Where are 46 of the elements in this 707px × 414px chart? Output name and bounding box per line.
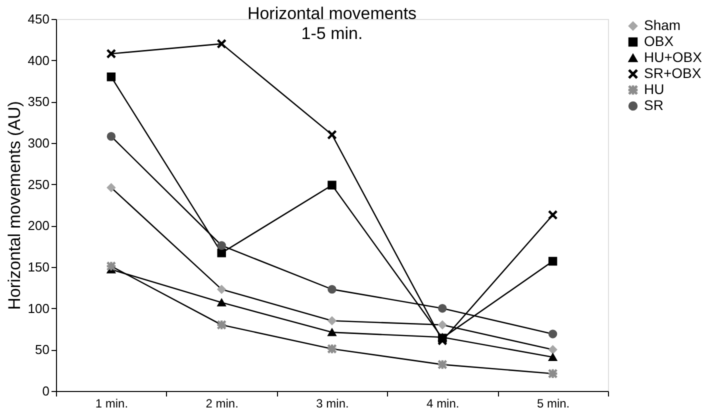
point [328, 180, 336, 190]
y-tick-label: 300 [28, 136, 50, 150]
legend-label: HU [644, 81, 664, 97]
point [328, 328, 336, 336]
x-tick-label: 2 min. [206, 396, 238, 410]
point [328, 316, 336, 326]
point [217, 241, 226, 250]
point [548, 345, 558, 354]
point [217, 39, 226, 48]
point [548, 353, 558, 361]
point [328, 284, 336, 294]
x-tick-label: 3 min. [316, 396, 349, 410]
point [548, 256, 558, 266]
point [106, 49, 116, 58]
y-tick-label: 200 [28, 218, 50, 234]
x-tick-label: 4 min. [426, 396, 460, 410]
legend-label: SR+OBX [644, 65, 702, 81]
chart-title: Horizontal movements [247, 4, 417, 23]
x-tick-label: 5 min. [536, 396, 570, 410]
point [548, 210, 558, 220]
y-tick-label: 150 [28, 260, 50, 274]
y-axis-title: Horizontal movements (AU) [4, 101, 24, 310]
point [328, 130, 336, 140]
point [217, 248, 226, 258]
point [106, 183, 116, 192]
point [438, 336, 447, 345]
x-tick-label: 1 min. [95, 396, 128, 410]
legend-label: OBX [644, 33, 674, 49]
point [438, 320, 447, 330]
legend-label: HU+OBX [644, 49, 703, 65]
point [217, 284, 226, 294]
point [217, 298, 226, 306]
y-tick-label: 250 [28, 176, 50, 192]
y-tick-label: 50 [35, 342, 50, 358]
y-tick-label: 450 [28, 12, 50, 26]
y-tick-label: 100 [28, 300, 50, 316]
legend-label: SR [644, 97, 664, 113]
y-tick-label: 350 [28, 94, 50, 110]
y-tick-label: 400 [28, 52, 50, 68]
point [438, 304, 447, 313]
point [106, 72, 116, 82]
point [548, 330, 558, 338]
point [106, 132, 116, 141]
y-tick-label: 0 [42, 384, 50, 398]
chart-subtitle: 1-5 min. [301, 24, 363, 43]
legend-label: Sham [644, 17, 681, 33]
